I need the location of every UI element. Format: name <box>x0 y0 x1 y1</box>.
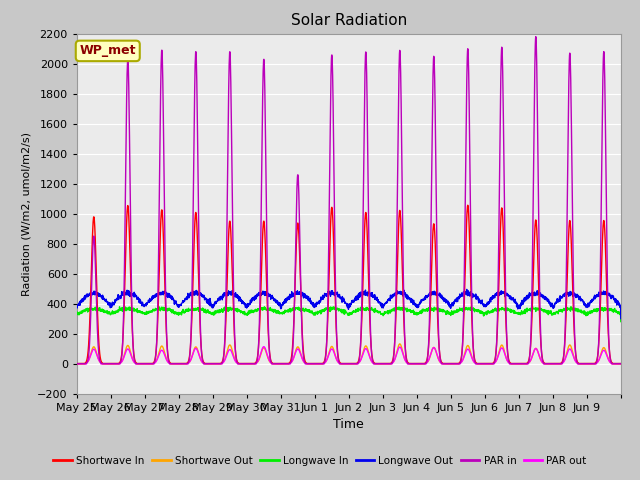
Text: WP_met: WP_met <box>79 44 136 58</box>
Title: Solar Radiation: Solar Radiation <box>291 13 407 28</box>
Legend: Shortwave In, Shortwave Out, Longwave In, Longwave Out, PAR in, PAR out: Shortwave In, Shortwave Out, Longwave In… <box>49 452 591 470</box>
Y-axis label: Radiation (W/m2, umol/m2/s): Radiation (W/m2, umol/m2/s) <box>22 132 32 296</box>
X-axis label: Time: Time <box>333 418 364 431</box>
